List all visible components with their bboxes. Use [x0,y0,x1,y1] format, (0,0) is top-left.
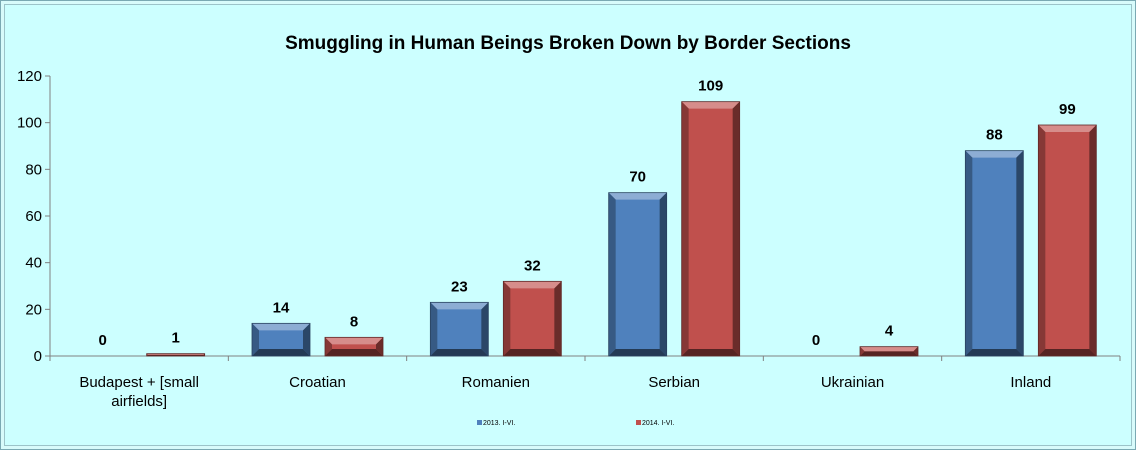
data-label: 70 [629,169,646,186]
data-label: 8 [350,313,358,330]
data-label: 1 [171,330,179,347]
y-tick-label: 80 [25,161,42,178]
data-label: 0 [98,332,106,349]
category-labels: Budapest + [small airfields] Croatian Roman… [79,374,1051,410]
x-tick-label: Ukrainian [821,374,884,391]
bar [1037,124,1097,357]
bar [681,101,741,357]
legend-item: 2014. I-VI. [636,420,674,427]
bar [964,150,1024,357]
data-label: 32 [524,257,541,274]
data-label: 109 [698,78,723,95]
data-label: 14 [273,299,290,316]
y-tick-label: 120 [17,68,42,85]
svg-text:2013. I-VI.: 2013. I-VI. [483,420,515,427]
bar [608,192,668,357]
x-tick-label: Serbian [648,374,700,391]
svg-text:2014. I-VI.: 2014. I-VI. [642,420,674,427]
x-tick-label: Inland [1010,374,1051,391]
bar [324,336,384,357]
bar [859,346,919,357]
y-tick-label: 0 [34,348,42,365]
legend-item: 2013. I-VI. [477,420,515,427]
data-label: 0 [812,332,820,349]
data-labels: 0 1 14 8 23 32 70 109 0 4 88 99 [98,78,1075,349]
bar [251,322,311,357]
y-tick-label: 20 [25,301,42,318]
y-tick-label: 60 [25,208,42,225]
x-tick-label: Croatian [289,374,346,391]
data-label: 4 [885,323,894,340]
x-tick-label: Budapest + [small airfields] [79,374,199,410]
bar [429,301,489,357]
chart-title: Smuggling in Human Beings Broken Down by… [285,33,851,54]
data-label: 23 [451,278,468,295]
data-label: 88 [986,127,1003,144]
y-tick-label: 100 [17,115,42,132]
bars [146,101,1097,357]
legend: 2013. I-VI. 2014. I-VI. [477,420,674,427]
data-label: 99 [1059,101,1076,118]
bar [146,353,206,357]
bar [502,280,562,357]
x-tick-label: Romanien [462,374,530,391]
y-tick-label: 40 [25,255,42,272]
